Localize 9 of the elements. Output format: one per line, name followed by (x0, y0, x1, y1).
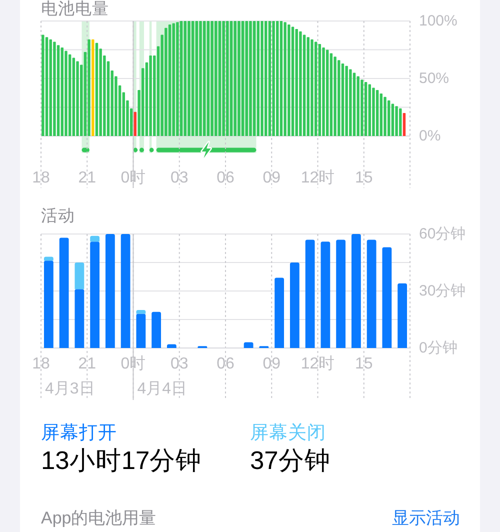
legend: 屏幕关闭 (250, 422, 326, 442)
annotation: 13小时17分钟 (41, 447, 202, 475)
annotation: 37分钟 (250, 447, 330, 475)
title: 电池电量 (41, 0, 109, 18)
annotation: 4月3日 (45, 380, 95, 398)
link: 显示活动 (392, 508, 460, 528)
title: App的电池用量 (41, 508, 156, 528)
legend: 屏幕打开 (41, 422, 117, 442)
title: 活动 (41, 207, 75, 225)
